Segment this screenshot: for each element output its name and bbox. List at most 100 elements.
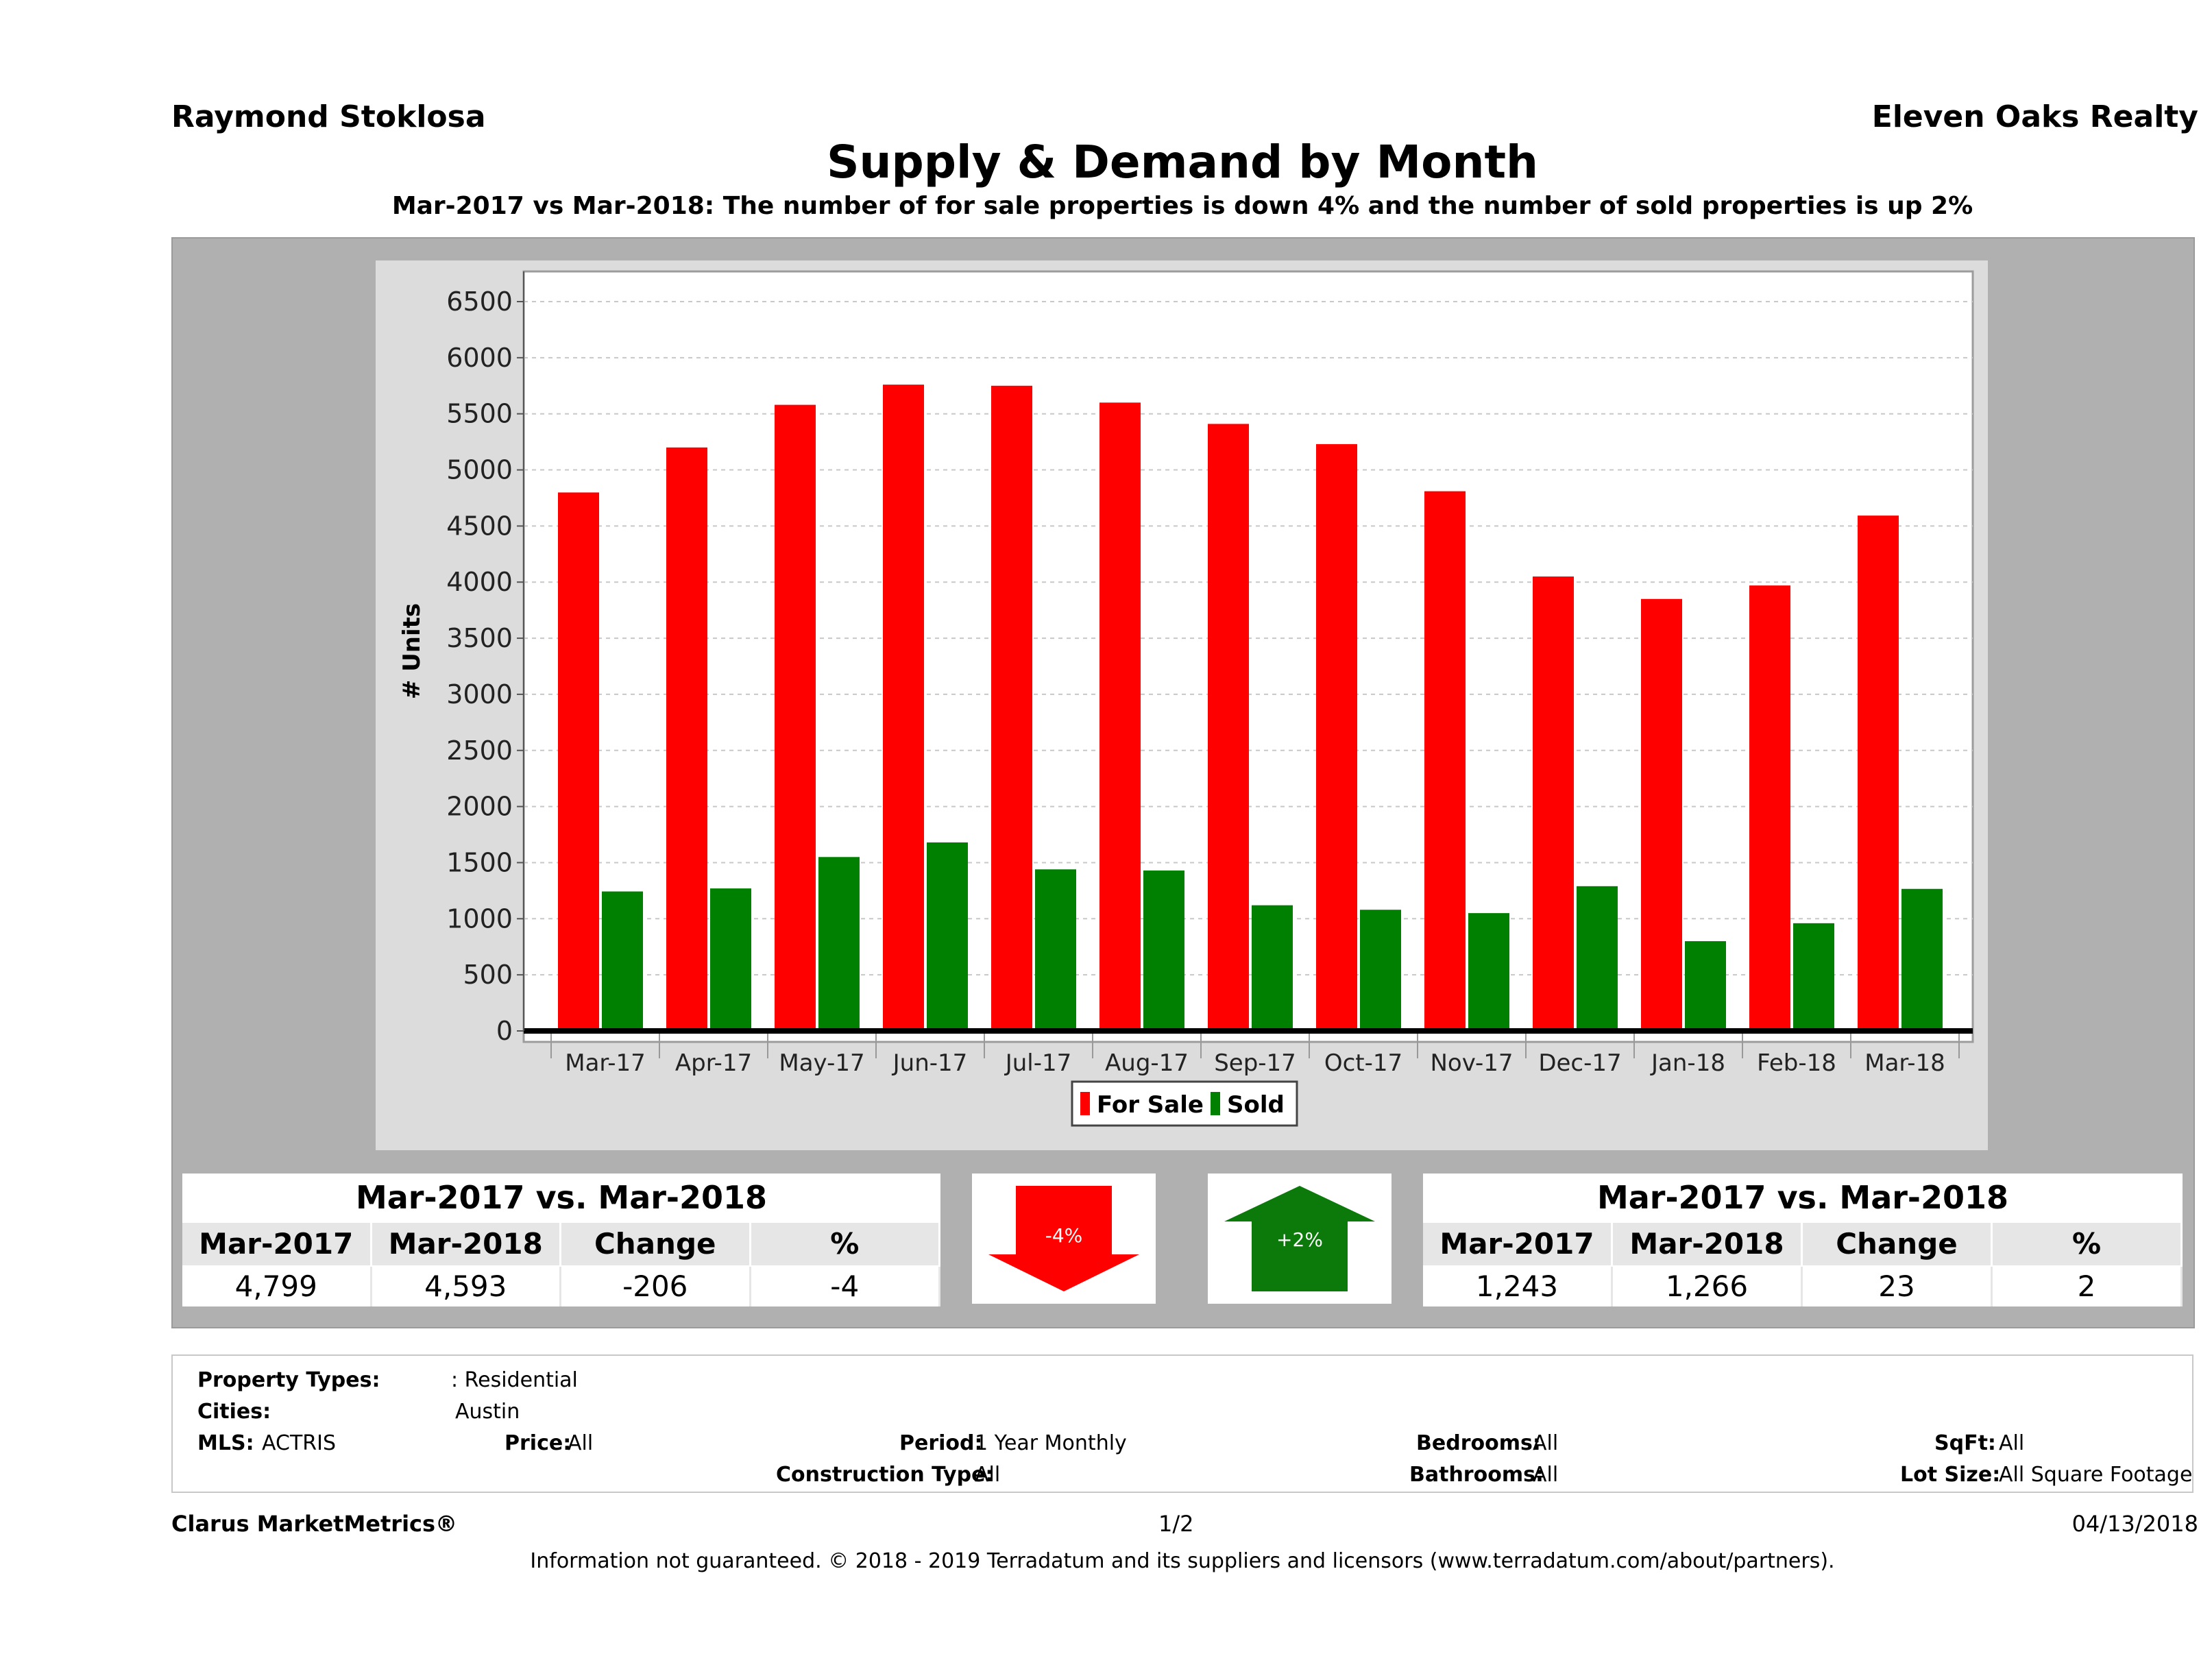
down-arrow-label: -4% <box>1045 1224 1083 1247</box>
stats-value-cell: -206 <box>561 1267 751 1306</box>
y-tick-label: 3000 <box>446 679 513 709</box>
stats-value-row: 1,243 1,266 23 2 <box>1423 1267 2183 1306</box>
stats-value-cell: -4 <box>751 1267 940 1306</box>
sold-stats-table: Mar-2017 vs. Mar-2018 Mar-2017 Mar-2018 … <box>1423 1174 2183 1306</box>
x-tick-label: Jun-17 <box>892 1049 968 1077</box>
sold-bar <box>1901 888 1943 1031</box>
stats-title: Mar-2017 vs. Mar-2018 <box>355 1179 768 1216</box>
legend-swatch-for-sale <box>1080 1092 1090 1115</box>
y-tick-label: 1000 <box>446 903 513 934</box>
period-label: Period: <box>899 1431 983 1455</box>
for-sale-bar <box>1316 443 1357 1031</box>
for-sale-bar <box>1641 598 1682 1031</box>
bedrooms-label: Bedrooms: <box>1416 1431 1541 1455</box>
chart-legend: For Sale Sold <box>1071 1080 1298 1127</box>
up-arrow-label: +2% <box>1276 1228 1323 1251</box>
construction-type-label: Construction Type: <box>776 1463 994 1487</box>
lot-size-label: Lot Size: <box>1900 1463 2001 1487</box>
for-sale-bar <box>1858 515 1899 1031</box>
sqft-value: All <box>1999 1431 2025 1455</box>
stats-header-cell: Change <box>561 1223 751 1265</box>
down-arrow-shape <box>988 1186 1139 1291</box>
bedrooms-value: All <box>1533 1431 1559 1455</box>
report-subtitle: Mar-2017 vs Mar-2018: The number of for … <box>391 192 1973 220</box>
sold-bar <box>602 891 643 1031</box>
mls-label: MLS: <box>197 1431 254 1455</box>
stats-value-row: 4,799 4,593 -206 -4 <box>182 1267 940 1306</box>
y-tick-label: 3500 <box>446 623 513 653</box>
stats-value-cell: 4,593 <box>372 1267 561 1306</box>
sold-bar <box>1793 923 1834 1031</box>
y-tick-label: 2000 <box>446 792 513 822</box>
legend-box <box>1071 1080 1298 1127</box>
stats-value-cell: 2 <box>1993 1267 2183 1306</box>
stats-header-cell: Mar-2018 <box>372 1223 561 1265</box>
for-sale-bar <box>1533 576 1574 1031</box>
sold-bar <box>1468 913 1509 1031</box>
report-title: Supply & Demand by Month <box>826 136 1539 189</box>
company-name: Eleven Oaks Realty <box>1871 99 2198 134</box>
stats-value-cell: 1,266 <box>1613 1267 1803 1306</box>
up-indicator: +2% <box>1208 1174 1391 1304</box>
sold-bar <box>1360 910 1401 1031</box>
x-tick-label: Jan-18 <box>1650 1049 1725 1077</box>
price-label: Price: <box>505 1431 572 1455</box>
down-arrow-icon: -4% <box>988 1186 1139 1291</box>
for-sale-bar <box>558 492 599 1031</box>
for-sale-bar <box>1208 424 1249 1031</box>
x-tick-label: Sep-17 <box>1214 1049 1296 1077</box>
cities-value: Austin <box>455 1400 520 1424</box>
sold-bar <box>1143 870 1184 1031</box>
x-tick-label: Feb-18 <box>1757 1049 1836 1077</box>
footer-brand: Clarus MarketMetrics® <box>171 1511 458 1537</box>
stats-header-cell: Mar-2017 <box>182 1223 372 1265</box>
x-tick-label: Aug-17 <box>1105 1049 1189 1077</box>
disclaimer: Information not guaranteed. © 2018 - 201… <box>530 1549 1835 1573</box>
stats-header-cell: Mar-2017 <box>1423 1223 1613 1265</box>
stats-header-cell: % <box>751 1223 940 1265</box>
agent-name: Raymond Stoklosa <box>171 99 486 134</box>
y-tick-label: 2500 <box>446 735 513 766</box>
for-sale-bar <box>1749 585 1790 1031</box>
stats-header-cell: Change <box>1803 1223 1993 1265</box>
supply-demand-chart: 0 500 1000 1500 2000 2500 3000 3500 4000 4500 5000… <box>398 270 1974 1127</box>
y-tick-label: 4000 <box>446 567 513 597</box>
up-arrow-shape <box>1224 1186 1375 1291</box>
y-tick-label: 5000 <box>446 455 513 485</box>
x-tick-label: Nov-17 <box>1431 1049 1514 1077</box>
stats-value-cell: 4,799 <box>182 1267 372 1306</box>
stats-header-cell: Mar-2018 <box>1613 1223 1803 1265</box>
lot-size-value: All Square Footage <box>1999 1463 2193 1487</box>
stats-value-cell: 1,243 <box>1423 1267 1613 1306</box>
y-axis-title: # Units <box>398 603 426 699</box>
down-indicator: -4% <box>972 1174 1156 1304</box>
x-tick-label: Mar-17 <box>565 1049 646 1077</box>
page-number: 1/2 <box>1158 1511 1194 1537</box>
x-tick-label: Jul-17 <box>1004 1049 1072 1077</box>
x-tick-label: May-17 <box>779 1049 864 1077</box>
sold-bar <box>1035 869 1076 1031</box>
price-value: All <box>568 1431 594 1455</box>
stats-header-row: Mar-2017 Mar-2018 Change % <box>182 1223 940 1265</box>
report-date: 04/13/2018 <box>2071 1511 2198 1537</box>
up-arrow-icon: +2% <box>1224 1186 1375 1291</box>
for-sale-bar <box>1099 402 1141 1031</box>
legend-swatch-sold <box>1211 1092 1220 1115</box>
bathrooms-label: Bathrooms: <box>1409 1463 1544 1487</box>
for-sale-bar <box>775 404 816 1031</box>
mls-value: ACTRIS <box>262 1431 337 1455</box>
property-types-value: : Residential <box>451 1368 578 1392</box>
stats-title: Mar-2017 vs. Mar-2018 <box>1596 1179 2009 1216</box>
bathrooms-value: All <box>1533 1463 1559 1487</box>
stats-header-cell: % <box>1993 1223 2183 1265</box>
y-tick-label: 6500 <box>446 287 513 317</box>
period-value: 1 Year Monthly <box>975 1431 1127 1455</box>
y-tick-label: 0 <box>496 1016 513 1046</box>
x-tick-label: Dec-17 <box>1538 1049 1621 1077</box>
sold-bar <box>710 888 751 1031</box>
sold-bar <box>1252 905 1293 1031</box>
y-tick-label: 500 <box>463 960 513 990</box>
for-sale-bar <box>991 385 1032 1031</box>
y-tick-label: 6000 <box>446 343 513 373</box>
x-tick-label: Apr-17 <box>675 1049 752 1077</box>
